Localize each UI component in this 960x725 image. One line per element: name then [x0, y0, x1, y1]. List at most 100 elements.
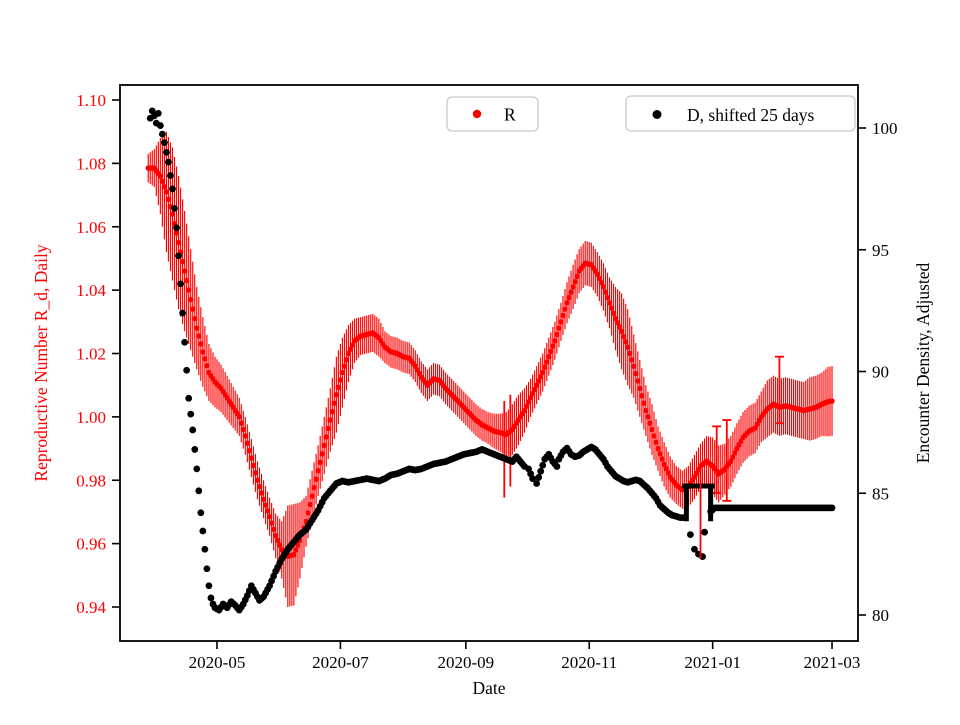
r-marker: [236, 414, 242, 420]
y-axis-left: 1.10 1.08 1.06 1.04 1.02 1.00 0.98 0.96 0.94: [76, 91, 120, 617]
y-left-tick-label: 0.98: [76, 471, 106, 490]
d-marker: [539, 461, 547, 469]
r-marker: [612, 315, 619, 322]
r-marker: [345, 350, 352, 357]
legend-r-label: R: [504, 105, 516, 125]
r-marker: [313, 476, 319, 482]
r-marker: [347, 346, 354, 352]
r-marker: [305, 510, 311, 516]
r-marker: [546, 353, 552, 360]
r-marker: [246, 447, 253, 454]
r-marker: [600, 284, 607, 290]
r-marker: [343, 357, 350, 363]
legend-d: D, shifted 25 days: [625, 95, 856, 132]
y-right-tick-label: 80: [872, 606, 889, 625]
r-marker: [564, 300, 570, 306]
d-marker: [179, 309, 187, 317]
d-marker: [171, 204, 178, 212]
x-tick-label: 2020-11: [561, 653, 617, 672]
r-marker: [270, 526, 277, 533]
r-marker: [594, 271, 601, 277]
r-marker: [624, 344, 631, 350]
y-left-tick-label: 1.02: [76, 345, 106, 364]
r-marker: [248, 455, 255, 461]
r-marker: [181, 268, 188, 274]
r-marker: [523, 403, 530, 410]
y-right-tick-label: 100: [872, 119, 898, 138]
d-marker: [193, 465, 201, 473]
r-marker: [307, 501, 313, 508]
pi-marker-artifact: [682, 483, 715, 522]
r-marker: [568, 289, 574, 295]
d-marker: [205, 582, 213, 590]
r-marker: [657, 451, 663, 457]
d-marker: [173, 224, 180, 232]
y-left-tick-label: 1.06: [76, 218, 106, 237]
r-marker: [250, 462, 257, 469]
r-marker: [335, 384, 342, 390]
r-marker: [535, 378, 542, 384]
r-marker: [242, 433, 249, 439]
r-marker: [325, 425, 331, 432]
d-marker: [535, 474, 543, 481]
r-marker: [525, 399, 532, 405]
plot-border: [119, 84, 859, 642]
d-marker: [553, 463, 561, 470]
x-tick-label: 2020-07: [312, 653, 369, 672]
left-axis-title: Reproductive Number R_d, Daily: [31, 244, 51, 481]
right-axis-title: Encounter Density, Adjusted: [913, 262, 933, 463]
legend-d-label: D, shifted 25 days: [687, 105, 815, 125]
r-marker: [521, 407, 528, 414]
r-marker: [730, 454, 736, 460]
r-marker: [333, 391, 340, 398]
r-marker: [185, 287, 192, 293]
r-marker: [562, 306, 568, 312]
r-marker: [633, 370, 639, 377]
y-left-tick-label: 0.96: [76, 535, 106, 554]
r-marker: [258, 490, 265, 496]
r-marker: [572, 278, 578, 285]
d-marker: [828, 504, 836, 512]
r-marker: [264, 508, 271, 514]
r-marker: [161, 183, 168, 190]
r-marker: [254, 477, 261, 483]
y-axis-right: 100 95 90 85 80: [858, 119, 898, 625]
r-marker: [268, 520, 275, 526]
d-marker: [167, 172, 174, 179]
r-marker: [183, 277, 190, 284]
r-marker: [653, 439, 659, 445]
r-marker: [829, 398, 835, 404]
r-marker: [527, 395, 534, 401]
r-marker: [311, 484, 317, 491]
r-marker: [556, 325, 562, 331]
r-marker: [574, 273, 580, 280]
r-marker: [272, 533, 279, 539]
r-marker: [560, 312, 566, 319]
r-marker: [529, 390, 536, 397]
r-marker: [618, 328, 625, 335]
d-marker: [201, 545, 209, 553]
d-marker: [529, 475, 537, 483]
r-marker: [192, 315, 198, 322]
d-marker: [165, 158, 172, 166]
d-marker: [163, 148, 170, 156]
d-marker: [175, 252, 182, 260]
d-marker: [203, 565, 211, 573]
r-marker: [651, 433, 657, 439]
r-marker: [240, 426, 247, 433]
d-marker: [691, 545, 698, 553]
y-left-tick-label: 1.04: [76, 281, 106, 300]
d-marker: [199, 527, 207, 535]
r-marker: [175, 239, 182, 246]
r-marker: [647, 420, 653, 426]
r-marker: [315, 468, 321, 474]
r-marker: [641, 400, 647, 406]
r-marker: [643, 407, 649, 414]
r-marker: [542, 364, 548, 370]
r-marker: [622, 339, 629, 345]
r-marker: [550, 343, 556, 349]
y-right-tick-label: 90: [872, 363, 889, 382]
r-marker: [204, 362, 210, 369]
